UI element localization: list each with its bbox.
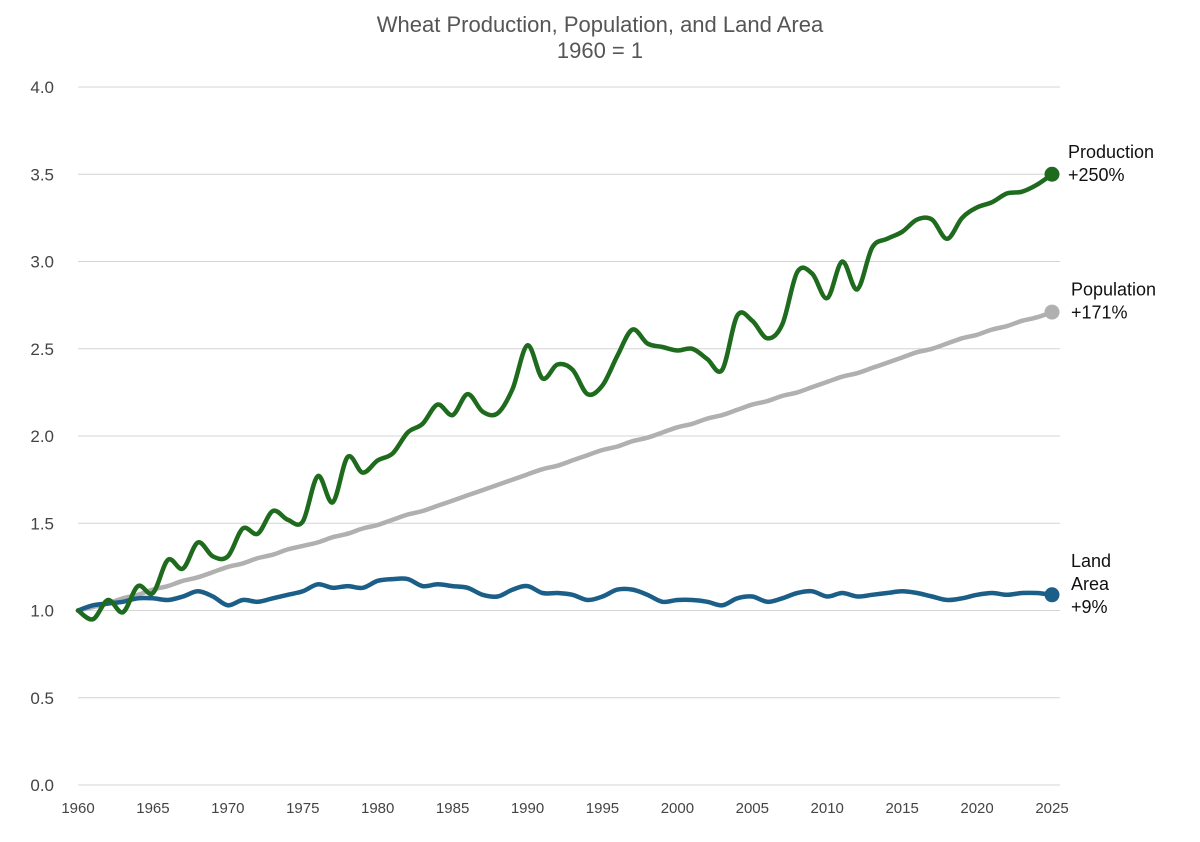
- x-tick-label: 2015: [885, 800, 918, 817]
- x-tick-label: 2025: [1035, 800, 1068, 817]
- y-tick-label: 1.0: [30, 602, 54, 621]
- x-tick-label: 1960: [61, 800, 94, 817]
- population-end-label: +171%: [1071, 303, 1128, 323]
- x-tick-label: 2010: [811, 800, 844, 817]
- y-tick-label: 0.0: [30, 776, 54, 795]
- chart-subtitle: 1960 = 1: [556, 38, 644, 63]
- y-tick-label: 4.0: [30, 78, 54, 97]
- y-axis-ticks: 0.0 0.5 1.0 1.5 2.0 2.5 3.0 3.5 4.0: [30, 78, 54, 795]
- population-end-label: Population: [1071, 280, 1156, 300]
- x-tick-label: 2005: [736, 800, 769, 817]
- x-tick-label: 1980: [361, 800, 394, 817]
- y-tick-label: 2.5: [30, 340, 54, 359]
- y-tick-label: 3.5: [30, 165, 54, 184]
- production-end-point: [1044, 166, 1060, 182]
- end-labels: Production +250% Population +171% Land Area +9…: [1068, 142, 1156, 617]
- x-axis-ticks: 1960 1965 1970 1975 1980 1985 1990 1995 2000 2005…: [61, 800, 1068, 817]
- x-tick-label: 1995: [586, 800, 619, 817]
- x-tick-label: 1990: [511, 800, 544, 817]
- land-area-end-label: Area: [1071, 574, 1110, 594]
- production-end-label: Production: [1068, 142, 1154, 162]
- x-tick-label: 1965: [136, 800, 169, 817]
- land-area-end-label: Land: [1071, 551, 1111, 571]
- land-area-end-point: [1044, 587, 1060, 603]
- x-tick-label: 2020: [960, 800, 993, 817]
- y-tick-label: 2.0: [30, 427, 54, 446]
- x-tick-label: 1985: [436, 800, 469, 817]
- x-tick-label: 1970: [211, 800, 244, 817]
- population-line: [75, 309, 1055, 613]
- chart-title-line: Wheat Production, Population, and Land A…: [376, 12, 824, 37]
- y-tick-label: 1.5: [30, 514, 54, 533]
- series-lines: [75, 166, 1060, 622]
- population-end-point: [1044, 304, 1060, 320]
- y-tick-label: 0.5: [30, 689, 54, 708]
- production-end-label: +250%: [1068, 165, 1125, 185]
- x-tick-label: 2000: [661, 800, 694, 817]
- x-tick-label: 1975: [286, 800, 319, 817]
- production-line: [75, 172, 1055, 622]
- gridlines: [78, 86, 1060, 786]
- land-area-end-label: +9%: [1071, 597, 1108, 617]
- y-tick-label: 3.0: [30, 253, 54, 272]
- chart-title: Wheat Production, Population, and Land A…: [0, 12, 1200, 64]
- land-area-line: [75, 576, 1055, 613]
